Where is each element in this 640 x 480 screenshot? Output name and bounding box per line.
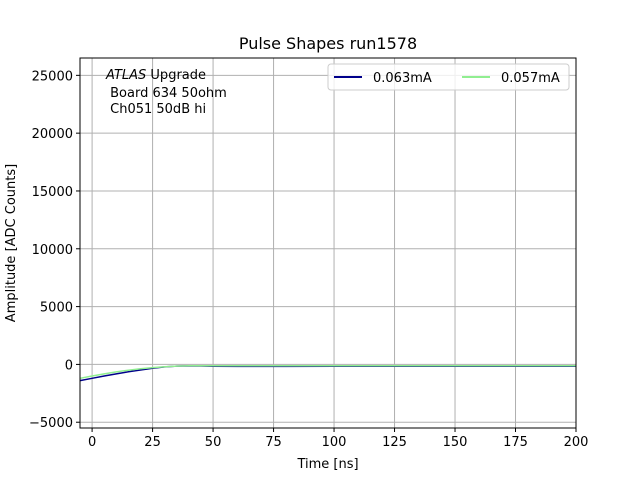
x-axis-label: Time [ns]	[296, 457, 358, 472]
x-tick-label: 200	[564, 435, 589, 450]
annotation-line-2: Board 634 50ohm	[106, 86, 227, 101]
chart-title: Pulse Shapes run1578	[239, 34, 417, 53]
y-tick-label: 20000	[32, 127, 73, 142]
x-tick-label: 150	[443, 435, 468, 450]
plot-frame	[79, 57, 577, 429]
legend-box	[327, 63, 570, 91]
y-tick-label: 15000	[32, 185, 73, 200]
x-tick-label: 75	[265, 435, 282, 450]
y-tick-label: 0	[65, 358, 73, 373]
y-tick-label: 10000	[32, 243, 73, 258]
y-axis-label: Amplitude [ADC Counts]	[4, 164, 19, 322]
annotation-label: Upgrade	[150, 68, 206, 83]
y-tick-label: 5000	[40, 301, 73, 316]
annotation-experiment: ATLAS	[105, 68, 146, 83]
annotation-line-3: Ch051 50dB hi	[106, 102, 206, 117]
annotation: ATLAS Upgrade Board 634 50ohm Ch051 50dB…	[105, 68, 227, 117]
x-tick-label: 175	[503, 435, 528, 450]
x-tick-label: 125	[382, 435, 407, 450]
series-layer	[79, 364, 576, 382]
x-tick-label: 50	[205, 435, 222, 450]
x-tick-label: 100	[322, 435, 347, 450]
legend-label-0063ma: 0.063mA	[373, 71, 432, 86]
series-line-0057ma	[79, 364, 576, 380]
x-tick-label: 0	[88, 435, 96, 450]
y-tick-label: −5000	[29, 416, 73, 431]
legend-label-0057ma: 0.057mA	[501, 71, 560, 86]
y-tick-label: 25000	[32, 69, 73, 84]
axis-ticks: 0 25 50 75 100 125 150 175 200 −5000 0 5000 10000 150…	[29, 69, 588, 450]
x-tick-label: 25	[144, 435, 161, 450]
legend: 0.063mA 0.057mA	[327, 63, 570, 91]
annotation-line-1: ATLAS Upgrade	[105, 68, 206, 83]
